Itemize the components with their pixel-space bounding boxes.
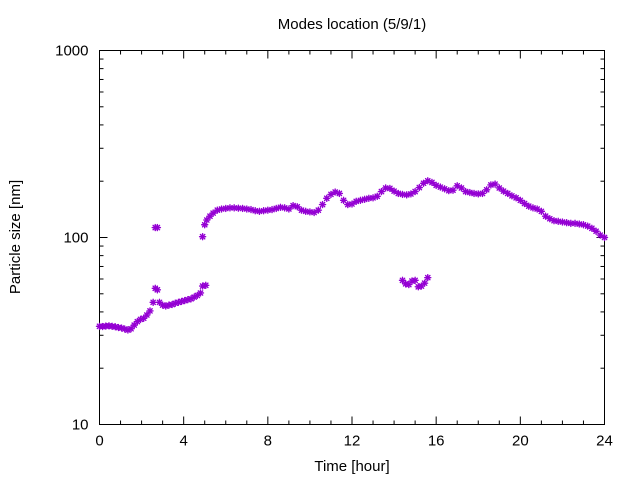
x-tick-label: 8 <box>264 433 272 450</box>
y-tick-labels: 10 100 1000 <box>55 43 88 434</box>
data-point <box>411 187 419 196</box>
data-point <box>339 196 348 205</box>
x-tick-label: 4 <box>179 433 187 450</box>
y-tick-label: 10 <box>72 417 89 434</box>
x-tick-label: 20 <box>512 433 529 450</box>
data-point <box>209 209 217 217</box>
x-tick-label: 16 <box>428 433 445 450</box>
y-tick-label: 1000 <box>55 43 88 60</box>
data-point <box>360 195 369 204</box>
x-tick-label: 12 <box>344 433 361 450</box>
data-point <box>424 273 432 282</box>
x-tick-label: 24 <box>596 433 613 450</box>
data-point <box>335 189 344 198</box>
data-point <box>196 289 205 297</box>
data-point <box>153 223 162 232</box>
data-point <box>289 201 297 210</box>
data-point <box>579 221 588 229</box>
data-point <box>428 178 436 187</box>
x-tick-label: 0 <box>95 433 103 450</box>
data-point <box>130 321 138 329</box>
data-point <box>143 311 151 319</box>
data-point <box>495 184 503 192</box>
data-point <box>588 224 596 232</box>
data-point <box>149 298 157 307</box>
data-point <box>314 206 323 214</box>
data-point <box>373 192 381 201</box>
data-point <box>600 233 609 242</box>
data-point <box>356 196 365 205</box>
data-point <box>482 186 491 194</box>
data-point <box>411 276 419 285</box>
y-axis-label: Particle size [nm] <box>7 180 24 294</box>
data-point <box>146 307 154 315</box>
data-point <box>449 186 457 194</box>
data-point <box>381 184 390 192</box>
data-point <box>202 281 210 290</box>
data-point <box>420 279 429 287</box>
data-point <box>408 277 416 285</box>
axis-ticks <box>99 50 605 425</box>
data-point <box>352 197 360 206</box>
data-point <box>405 280 413 289</box>
data-point <box>153 286 162 294</box>
plot-frame <box>99 50 605 425</box>
x-tick-labels: 0 4 8 12 16 20 24 <box>95 433 613 450</box>
data-point <box>272 204 280 213</box>
data-point <box>415 183 424 192</box>
chart-title: Modes location (5/9/1) <box>278 16 426 33</box>
data-point <box>516 196 525 205</box>
data-point <box>537 207 546 216</box>
data-point <box>198 232 207 241</box>
x-axis-label: Time [hour] <box>314 458 389 475</box>
data-point <box>318 200 327 209</box>
data-points <box>95 177 609 334</box>
y-tick-label: 100 <box>63 230 88 247</box>
